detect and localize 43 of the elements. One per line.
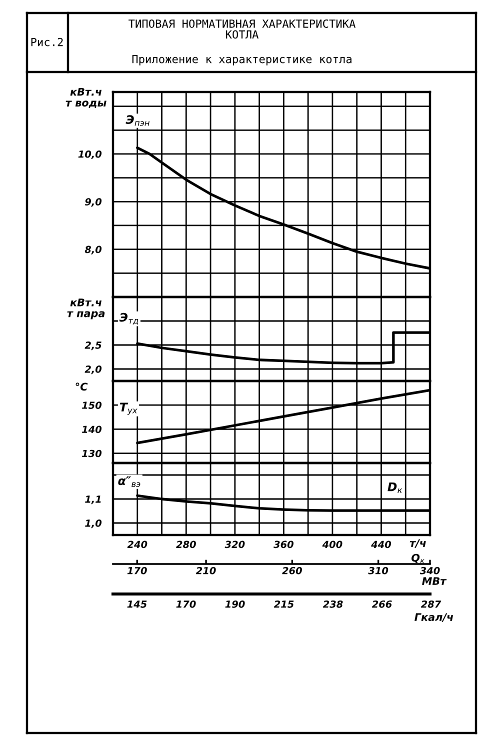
text: 238 [322, 600, 343, 608]
text: МВт [422, 577, 447, 585]
x2-tick-label: 170 [127, 566, 147, 574]
x2-tick-label: 210 [196, 566, 216, 574]
y-tick-label: 1,1 [85, 496, 101, 504]
chart-subtitle: Приложение к характеристике котла [132, 54, 352, 66]
y-axis-title: кВт.ч т пара [67, 298, 105, 320]
text: 190 [225, 600, 245, 608]
text: Рис.2 [31, 38, 63, 46]
text: т/ч [410, 539, 426, 548]
y-tick-label: 140 [82, 426, 102, 434]
x2-tick-label: 340 [420, 566, 440, 574]
x-tick-label: 400 [322, 540, 342, 548]
text: Э$_{пэн}$ [126, 115, 150, 126]
text: Т$_{ух}$ [120, 402, 138, 416]
x-tick-label: 320 [224, 540, 245, 548]
y-tick-label: 8,0 [84, 246, 102, 254]
y-tick-label: 2,0 [84, 365, 102, 374]
text: 266 [372, 600, 392, 608]
y-axis-title: кВт.ч т воды [66, 88, 106, 108]
x-tick-label: 280 [176, 540, 196, 548]
x-tick-label: 360 [274, 540, 294, 548]
x2-axis-title: Q$_{к}$ [412, 554, 424, 564]
x-tick-label: 240 [127, 540, 148, 548]
y-tick-label: 2,5 [84, 341, 102, 350]
y-tick-label: 1,0 [85, 519, 102, 528]
y-tick-label: 10,0 [78, 150, 102, 160]
x2-tick-label: 260 [282, 566, 302, 574]
series-label: Э$_{тд}$ [119, 312, 138, 325]
x-axis-title: D$_{к}$ [388, 482, 402, 494]
chart-title: ТИПОВАЯ НОРМАТИВНАЯ ХАРАКТЕРИСТИКА КОТЛА [128, 19, 356, 39]
x2-tick-label: 310 [368, 566, 388, 574]
y-tick-label: 150 [82, 402, 102, 409]
series-label: α″$_{вэ}$ [118, 476, 140, 488]
text: 287 [420, 600, 442, 608]
text: 145 [127, 600, 147, 608]
y-tick-label: 9,0 [85, 198, 102, 207]
text: 215 [274, 600, 294, 608]
y-axis-title: °C [76, 382, 88, 391]
y-tick-label: 130 [82, 450, 102, 458]
x-tick-label: 440 [371, 540, 392, 548]
text: 170 [176, 600, 196, 608]
text: Гкал/ч [414, 613, 454, 622]
